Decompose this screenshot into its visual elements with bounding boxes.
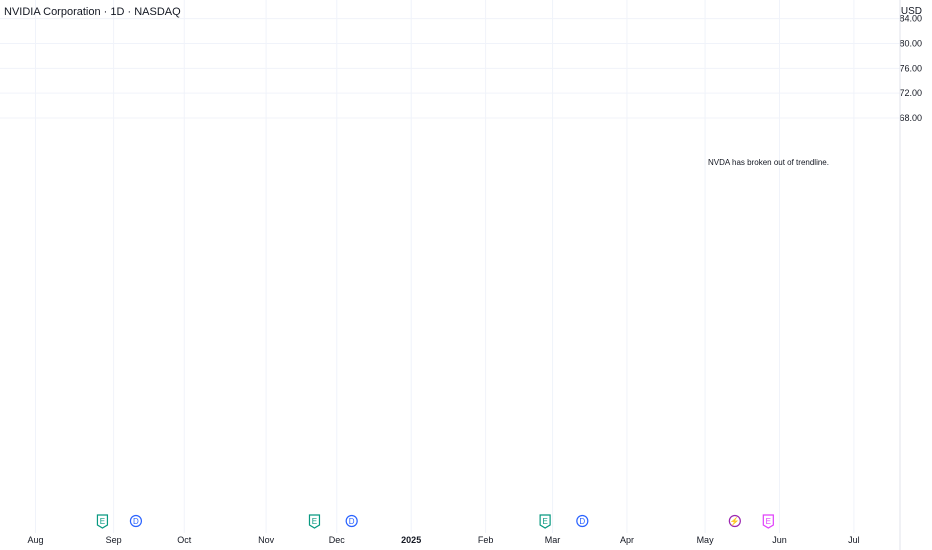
- earnings-marker-shape: [539, 514, 551, 529]
- dividend-marker[interactable]: D: [345, 514, 358, 528]
- chart-title: NVIDIA Corporation · 1D · NASDAQ: [4, 6, 181, 18]
- x-tick-label: Aug: [27, 535, 43, 545]
- dividend-marker-shape: [345, 514, 358, 528]
- y-axis[interactable]: 68.0072.0076.0080.0084.0088.0092.0096.00…: [894, 0, 922, 123]
- dividend-marker-label: D: [579, 517, 585, 526]
- x-tick-label: Mar: [545, 535, 561, 545]
- y-tick-label: 68.00: [899, 113, 922, 123]
- dividend-marker-shape: [576, 514, 589, 528]
- split-marker-shape: [728, 514, 741, 528]
- event-markers[interactable]: E D E D E D ⚡ E: [96, 514, 774, 529]
- dividend-marker[interactable]: D: [576, 514, 589, 528]
- earnings-upcoming-marker-shape: [762, 514, 774, 529]
- x-tick-label: Sep: [106, 535, 122, 545]
- x-tick-label: Feb: [478, 535, 494, 545]
- y-tick-label: 84.00: [899, 14, 922, 24]
- earnings-upcoming-marker-label: E: [766, 517, 771, 526]
- y-tick-label: 80.00: [899, 39, 922, 49]
- earnings-marker-shape: [96, 514, 109, 529]
- currency-label[interactable]: USD: [900, 6, 922, 17]
- earnings-marker[interactable]: E: [308, 514, 321, 529]
- trendline-annotation[interactable]: NVDA has broken out of trendline.: [708, 158, 829, 167]
- x-tick-label: Oct: [177, 535, 192, 545]
- x-tick-label: Jun: [772, 535, 787, 545]
- earnings-marker-label: E: [100, 517, 105, 526]
- x-tick-label: May: [697, 535, 715, 545]
- earnings-upcoming-marker[interactable]: E: [762, 514, 774, 529]
- x-tick-label: Apr: [620, 535, 634, 545]
- x-tick-label: 2025: [401, 535, 421, 545]
- dividend-marker-shape: [129, 514, 143, 528]
- y-tick-label: 72.00: [899, 88, 922, 98]
- dividend-marker-label: D: [349, 517, 355, 526]
- x-tick-label: Dec: [329, 535, 346, 545]
- dividend-marker-label: D: [133, 517, 139, 526]
- earnings-marker-label: E: [542, 517, 547, 526]
- dividend-marker[interactable]: D: [129, 514, 143, 528]
- split-marker[interactable]: ⚡: [728, 514, 741, 528]
- split-marker-label: ⚡: [730, 516, 740, 526]
- earnings-marker-label: E: [312, 517, 317, 526]
- earnings-marker[interactable]: E: [96, 514, 109, 529]
- x-tick-label: Jul: [848, 535, 860, 545]
- x-axis[interactable]: Aug Sep Oct Nov Dec 2025 Feb Mar Apr May Jun Jul: [27, 535, 859, 545]
- grid: [0, 0, 900, 533]
- earnings-marker-shape: [308, 514, 321, 529]
- y-tick-label: 76.00: [899, 63, 922, 73]
- earnings-marker[interactable]: E: [539, 514, 551, 529]
- x-tick-label: Nov: [258, 535, 275, 545]
